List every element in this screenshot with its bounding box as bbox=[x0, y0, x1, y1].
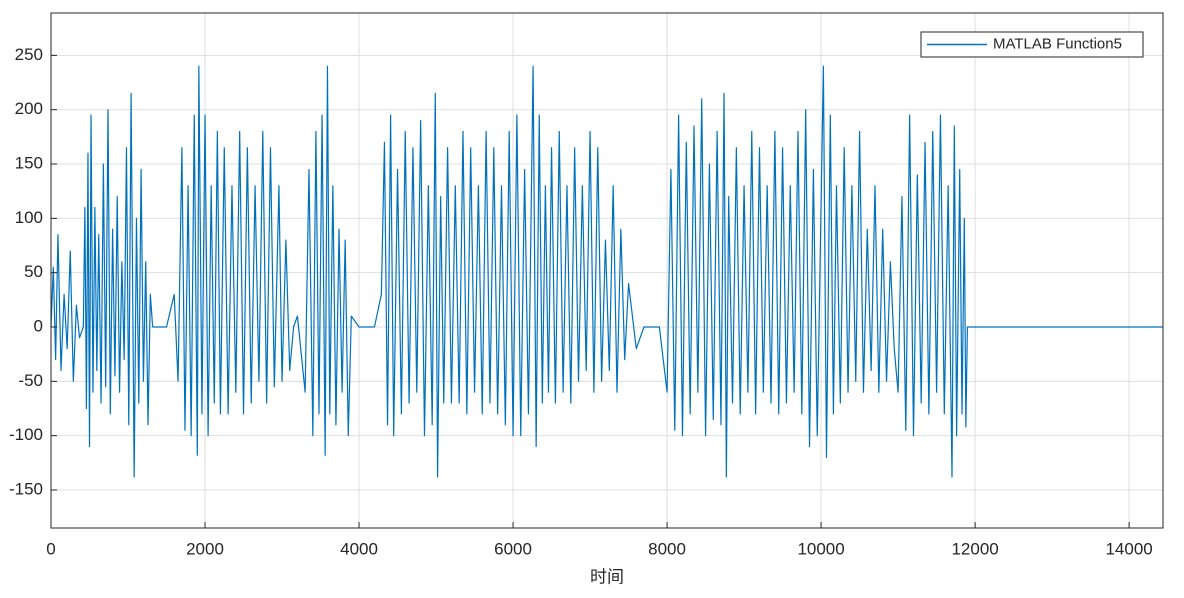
series-line bbox=[50, 65, 1163, 478]
y-tick-label: 250 bbox=[15, 45, 43, 64]
y-tick-label: 100 bbox=[15, 208, 43, 227]
y-tick-label: 50 bbox=[24, 262, 43, 281]
y-tick-label: 150 bbox=[15, 154, 43, 173]
x-tick-label: 12000 bbox=[951, 539, 998, 558]
x-tick-label: 2000 bbox=[186, 539, 224, 558]
y-tick-label: 0 bbox=[34, 316, 43, 335]
y-tick-label: -50 bbox=[18, 371, 43, 390]
y-tick-label: -150 bbox=[9, 479, 43, 498]
x-axis-label: 时间 bbox=[590, 567, 624, 586]
x-tick-label: 4000 bbox=[340, 539, 378, 558]
y-tick-label: 200 bbox=[15, 99, 43, 118]
legend-label: MATLAB Function5 bbox=[993, 35, 1122, 52]
x-tick-label: 6000 bbox=[494, 539, 532, 558]
plot-area bbox=[50, 65, 1163, 478]
x-tick-label: 14000 bbox=[1105, 539, 1152, 558]
x-tick-label: 8000 bbox=[648, 539, 686, 558]
x-tick-label: 0 bbox=[46, 539, 55, 558]
y-tick-label: -100 bbox=[9, 425, 43, 444]
axes-box bbox=[50, 12, 1164, 529]
x-tick-label: 10000 bbox=[797, 539, 844, 558]
